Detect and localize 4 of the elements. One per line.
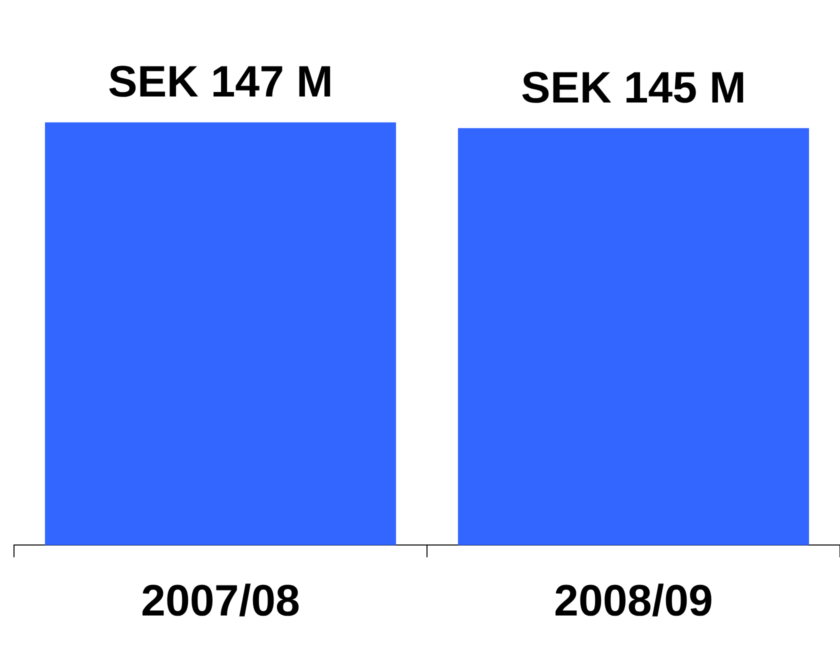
data-label: SEK 147 M (108, 58, 333, 107)
x-tick-label: 2008/09 (554, 576, 714, 626)
data-label: SEK 145 M (521, 63, 746, 112)
x-tick-label: 2007/08 (140, 576, 300, 626)
